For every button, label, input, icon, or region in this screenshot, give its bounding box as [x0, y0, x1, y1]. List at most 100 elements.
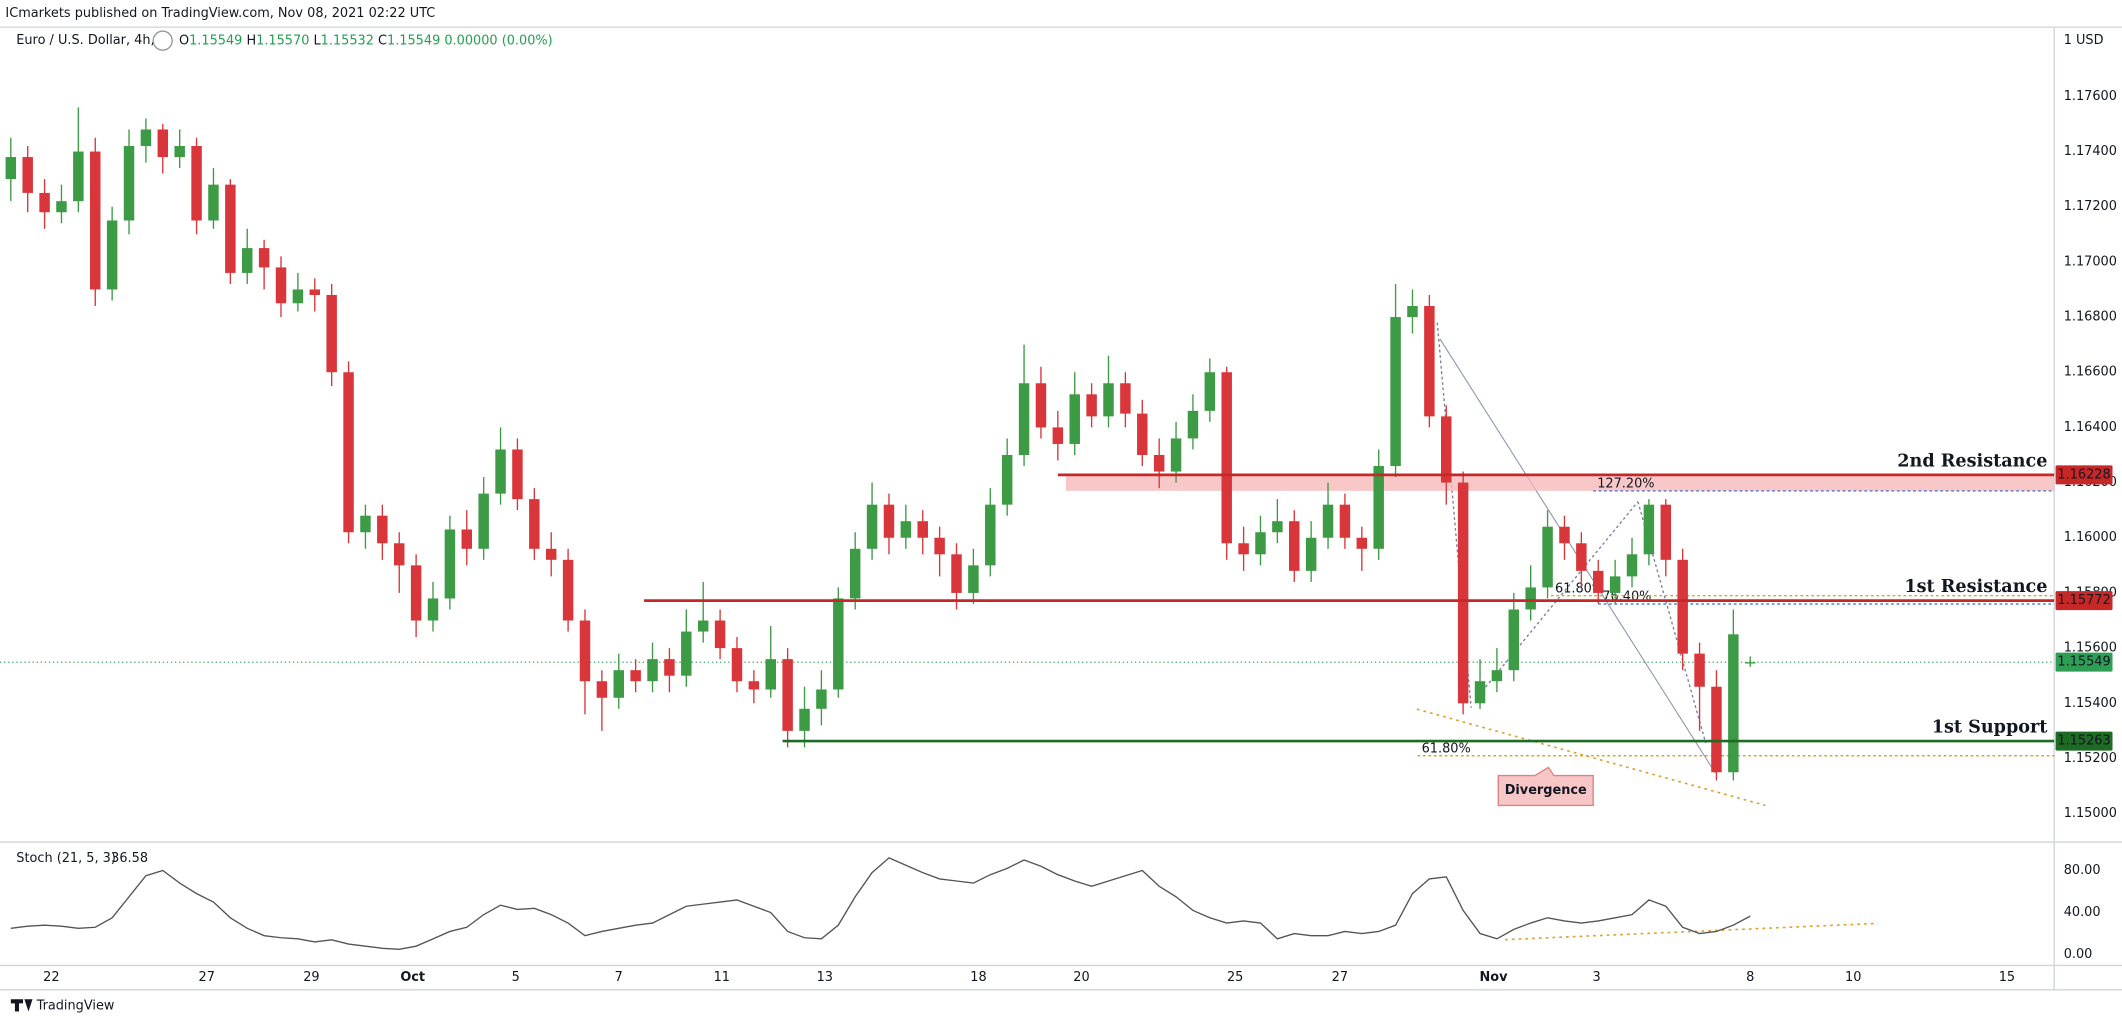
- y-tick-label: 1.16600: [2064, 365, 2117, 380]
- candle-body: [951, 554, 962, 593]
- candle-body: [1474, 681, 1486, 704]
- ohlc-value: 1.15549: [387, 33, 440, 48]
- candle-body: [1491, 670, 1503, 682]
- candle-body: [647, 659, 658, 682]
- candle-body: [1322, 504, 1334, 538]
- candle-body: [934, 537, 945, 555]
- y-tick-label: 1.17400: [2064, 144, 2117, 159]
- x-tick-label: 22: [43, 970, 59, 985]
- candle-body: [1626, 554, 1638, 577]
- candle-body: [1221, 372, 1232, 544]
- candle-body: [106, 220, 118, 290]
- candle-body: [326, 294, 337, 373]
- candle-body: [1187, 410, 1199, 439]
- candle-body: [985, 504, 996, 566]
- candle-body: [1744, 662, 1756, 664]
- candle-body: [444, 529, 456, 599]
- level-badge-label: 1.15263: [2057, 734, 2110, 749]
- candle-body: [258, 248, 270, 268]
- level-badge-label: 1.15772: [2057, 593, 2110, 608]
- candle-body: [1052, 427, 1064, 444]
- y-tick-label: 1.17600: [2064, 89, 2117, 104]
- candle-body: [495, 449, 506, 494]
- y-tick-label: 1.15000: [2064, 806, 2117, 821]
- candle-body: [410, 565, 422, 621]
- candle-body: [1272, 521, 1283, 533]
- x-tick-label: Oct: [400, 970, 425, 985]
- candle-body: [1728, 634, 1739, 773]
- candle-body: [849, 548, 861, 599]
- candle-body: [562, 559, 574, 621]
- candle-body: [309, 289, 321, 295]
- candle-body: [883, 504, 895, 538]
- abcd-leg: [1637, 501, 1707, 744]
- candle-body: [1576, 543, 1587, 571]
- level-badge: [2055, 465, 2113, 485]
- candle-body: [377, 515, 388, 544]
- y-tick-label: 1.15600: [2064, 641, 2117, 656]
- candle-body: [681, 631, 692, 676]
- x-tick-label: 25: [1227, 970, 1243, 985]
- x-tick-label: 5: [512, 970, 520, 985]
- candle-body: [1660, 504, 1672, 560]
- candle-body: [1103, 383, 1114, 417]
- y-tick-label: 1.17000: [2064, 254, 2117, 269]
- candle-body: [816, 689, 827, 709]
- candle-body: [275, 267, 287, 304]
- abcd-leg: [1474, 501, 1639, 701]
- brand-logo: [10, 999, 33, 1012]
- y-tick-label: 0.00: [2064, 947, 2093, 962]
- y-tick-label: 80.00: [2064, 863, 2101, 878]
- last-price-label: 1.15549: [2057, 655, 2110, 670]
- candle-body: [343, 372, 354, 533]
- ohlc-key: C: [378, 33, 387, 48]
- divergence-callout: Divergence: [1497, 766, 1594, 807]
- level-badge: [2055, 731, 2113, 751]
- candle-body: [1441, 416, 1452, 483]
- footer-brand: TradingView: [10, 999, 114, 1014]
- candle-body: [1153, 454, 1165, 472]
- candle-body: [917, 521, 928, 538]
- fib-label: 61.80%: [1422, 741, 1471, 756]
- ohlc-key: O: [179, 33, 189, 48]
- candle-body: [140, 129, 152, 147]
- level-name: 2nd Resistance: [1897, 450, 2047, 471]
- ohlc-key: H: [246, 33, 256, 48]
- x-tick-label: Nov: [1480, 970, 1509, 985]
- change-value: 0.00000 (0.00%): [444, 33, 552, 48]
- candle-body: [1001, 454, 1013, 505]
- ohlc-value: 1.15549: [189, 33, 242, 48]
- candle-body: [393, 543, 405, 566]
- candle-body: [1289, 521, 1300, 571]
- candle-body: [968, 565, 979, 593]
- candle-body: [157, 129, 169, 158]
- publisher-note: ICmarkets published on TradingView.com, …: [5, 6, 435, 21]
- candle-body: [1086, 394, 1097, 417]
- candle-body: [1238, 543, 1249, 555]
- fib-label: 76.40%: [1602, 590, 1651, 605]
- candle-body: [1407, 306, 1418, 318]
- callout-box: [1497, 766, 1594, 807]
- candle-body: [1542, 526, 1553, 588]
- candle-body: [5, 157, 17, 180]
- candle-body: [1424, 306, 1435, 417]
- candle-body: [1018, 383, 1030, 455]
- level-badge: [2055, 591, 2113, 611]
- candle-body: [1137, 413, 1148, 455]
- candle-body: [1204, 372, 1216, 411]
- ohlc-key: L: [313, 33, 321, 48]
- candle-body: [1643, 504, 1655, 555]
- candle-body: [529, 499, 540, 549]
- level-name: 1st Support: [1932, 717, 2049, 738]
- x-tick-label: 7: [615, 970, 623, 985]
- fib-label: 61.80%: [1555, 581, 1604, 596]
- symbol-title: Euro / U.S. Dollar, 4h,: [16, 33, 154, 48]
- candle-body: [1339, 504, 1351, 538]
- candle-body: [1525, 587, 1536, 610]
- indicator-value: 36.58: [111, 851, 148, 866]
- candle-body: [241, 248, 253, 273]
- level-badge-label: 1.16228: [2057, 467, 2110, 482]
- candle-body: [174, 146, 185, 158]
